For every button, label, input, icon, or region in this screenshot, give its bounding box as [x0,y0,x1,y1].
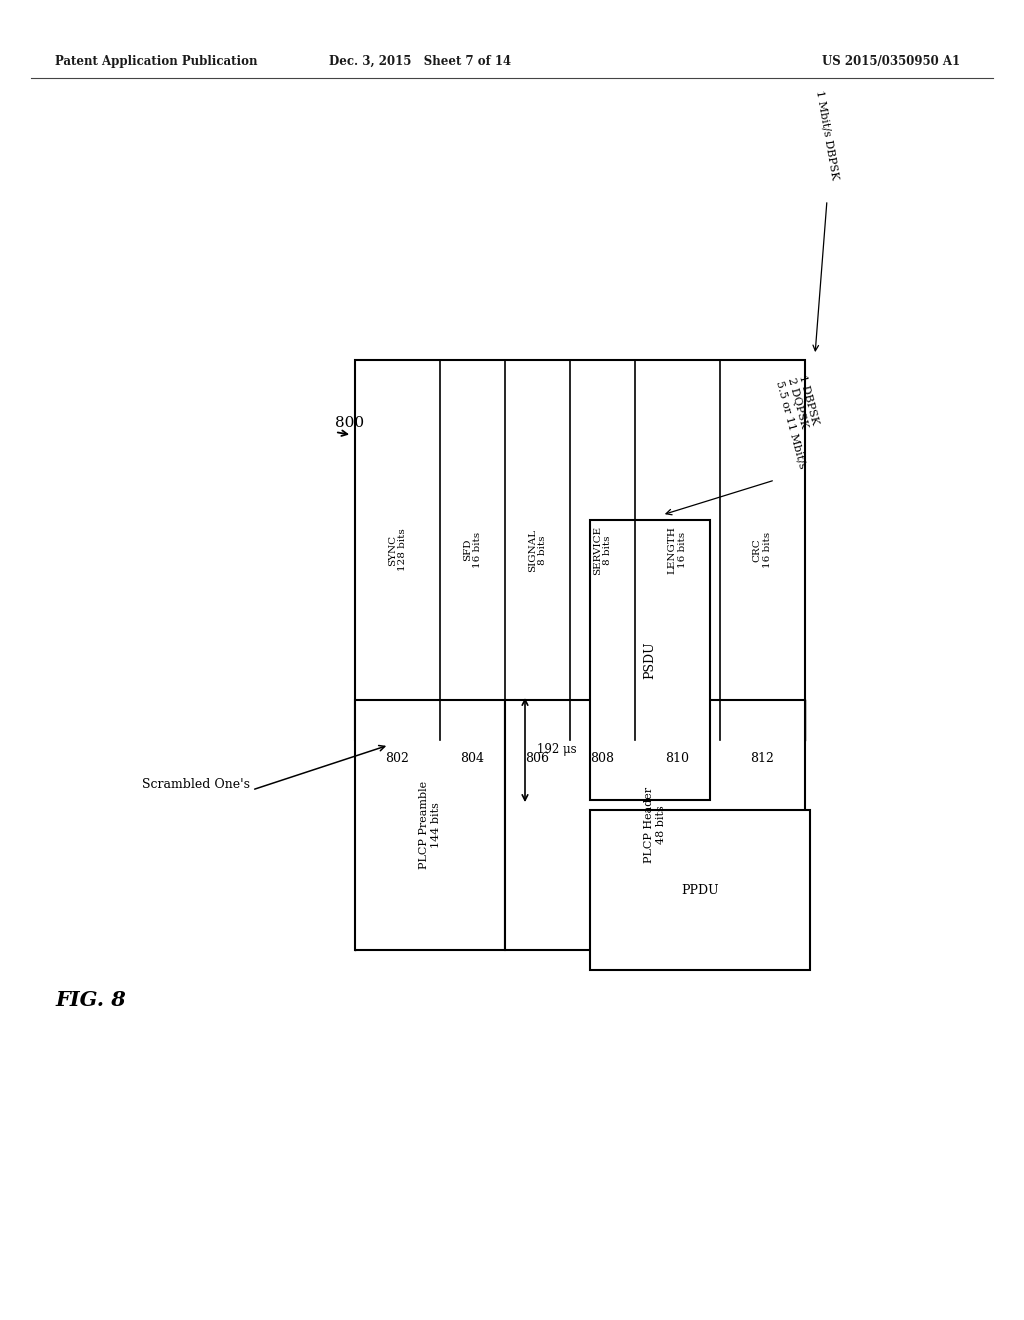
Text: Dec. 3, 2015   Sheet 7 of 14: Dec. 3, 2015 Sheet 7 of 14 [329,55,511,69]
Bar [355,360,805,741]
Text: PLCP Header
48 bits: PLCP Header 48 bits [644,787,666,863]
Text: PLCP Preamble
144 bits: PLCP Preamble 144 bits [419,781,440,869]
Text: CRC
16 bits: CRC 16 bits [753,532,772,568]
Text: SIGNAL
8 bits: SIGNAL 8 bits [527,528,547,572]
Text: 804: 804 [461,752,484,766]
Text: SFD
16 bits: SFD 16 bits [463,532,482,568]
Text: SYNC
128 bits: SYNC 128 bits [388,528,408,572]
Text: 1 Mbit/s DBPSK: 1 Mbit/s DBPSK [814,88,840,180]
Text: 192 μs: 192 μs [537,743,577,756]
Text: US 2015/0350950 A1: US 2015/0350950 A1 [822,55,961,69]
Text: 802: 802 [386,752,410,766]
Text: 812: 812 [751,752,774,766]
Bar [590,520,710,800]
Text: SERVICE
8 bits: SERVICE 8 bits [593,525,612,574]
Text: 806: 806 [525,752,550,766]
Text: 810: 810 [666,752,689,766]
Bar [590,810,810,970]
Bar [505,700,805,950]
Text: PSDU: PSDU [643,642,656,678]
Text: 1 DBPSK
2 DQPSK
5.5 or 11 Mbit/s: 1 DBPSK 2 DQPSK 5.5 or 11 Mbit/s [775,374,830,470]
Text: Scrambled One's: Scrambled One's [142,779,250,792]
Text: 800: 800 [335,416,365,430]
Text: Patent Application Publication: Patent Application Publication [55,55,257,69]
Text: FIG. 8: FIG. 8 [55,990,126,1010]
Text: 808: 808 [591,752,614,766]
Text: LENGTH
16 bits: LENGTH 16 bits [668,527,687,574]
Text: PPDU: PPDU [681,883,719,896]
Bar [355,700,505,950]
